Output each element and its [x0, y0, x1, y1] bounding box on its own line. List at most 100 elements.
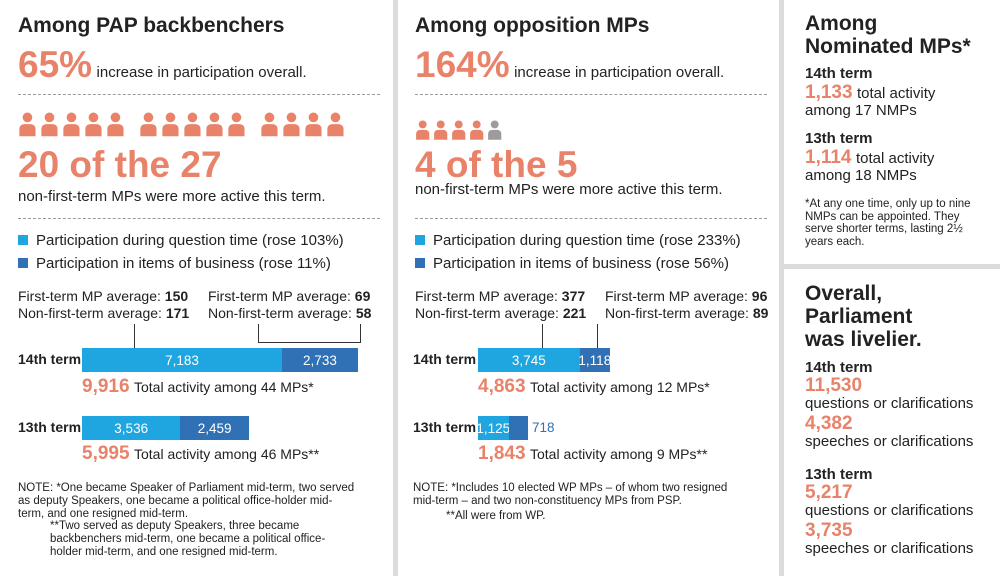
pap-avg-right-val2: 58: [355, 305, 372, 321]
divider-side: [784, 264, 1000, 269]
nmp-t13-num: 1,114: [805, 147, 852, 168]
overall-t13-s-text: speeches or clarifications: [805, 540, 974, 557]
pap-pct-text: increase in participation overall.: [96, 64, 307, 81]
overall-t13: 5,217 questions or clarifications 3,735 …: [805, 482, 974, 558]
pap-dash-1: [18, 94, 380, 95]
person-active-icon: [434, 120, 448, 140]
overall-t14-s-num: 4,382: [805, 413, 853, 434]
pap-13-question-time-bar: 3,536: [82, 416, 181, 440]
overall-t14-s-text: speeches or clarifications: [805, 433, 974, 450]
overall-t13-q-num: 5,217: [805, 482, 853, 503]
pap-of-text: 20 of the 27: [18, 144, 222, 185]
person-active-icon: [184, 112, 201, 137]
pap-total14: 9,916 Total activity among 44 MPs*: [82, 376, 314, 398]
person-active-icon: [416, 120, 430, 140]
pap-note1: NOTE: *One became Speaker of Parliament …: [18, 482, 355, 520]
qt-swatch: [18, 235, 28, 245]
pap-legend-qt: Participation during question time (rose…: [18, 232, 344, 249]
pap-total14-num: 9,916: [82, 376, 130, 397]
opp-avg-left-val2: 221: [562, 305, 587, 321]
nmp-t13-text1: total activity: [855, 150, 935, 167]
opp-avg-right-label2: Non-first-term average:: [605, 305, 749, 321]
person-active-icon: [283, 112, 300, 137]
nmp-title-line1: Among: [805, 12, 878, 35]
nmp-t14-num: 1,133: [805, 82, 853, 103]
person-inactive-icon: [488, 120, 502, 140]
opp-note1: NOTE: *Includes 10 elected WP MPs – of w…: [413, 482, 728, 507]
opp-avg-right: First-term MP average: 96 Non-first-term…: [605, 288, 768, 322]
pap-legend-qt-label: Participation during question time (rose…: [36, 232, 344, 249]
pap-avg-left-val1: 150: [164, 288, 189, 304]
opp-total13: 1,843 Total activity among 9 MPs**: [478, 443, 707, 465]
opp-dash-2: [415, 218, 767, 219]
opp-14-items-business-bar: 1,118: [578, 348, 611, 372]
opp-of-text: 4 of the 5: [415, 144, 578, 185]
opp-of-sub: non-first-term MPs were more active this…: [415, 181, 723, 198]
nmp-t14-label: 14th term: [805, 65, 873, 82]
opp-total14: 4,863 Total activity among 12 MPs*: [478, 376, 710, 398]
opp-pct: 164%: [415, 44, 510, 85]
pap-total14-text: Total activity among 44 MPs*: [134, 379, 314, 395]
pap-dash-2: [18, 218, 380, 219]
nmp-title-line2: Nominated MPs*: [805, 35, 971, 58]
pap-avg-left: First-term MP average: 150 Non-first-ter…: [18, 288, 189, 322]
opp-title: Among opposition MPs: [415, 14, 650, 37]
opp-avg-left-label2: Non-first-term average:: [415, 305, 559, 321]
person-active-icon: [470, 120, 484, 140]
person-active-icon: [327, 112, 344, 137]
pap-avg-left-label2: Non-first-term average:: [18, 305, 162, 321]
opp-legend-qt-label: Participation during question time (rose…: [433, 232, 741, 249]
overall-title-line1: Overall,: [805, 282, 883, 305]
pap-total13-text: Total activity among 46 MPs**: [134, 446, 320, 462]
divider-left: [393, 0, 398, 576]
pap-note2: **Two served as deputy Speakers, three b…: [50, 520, 326, 558]
pap-connector-right: [258, 324, 361, 343]
pap-pct-line: 65% increase in participation overall.: [18, 44, 307, 86]
pap-14-question-time-bar: 7,183: [82, 348, 282, 372]
opp-note2: **All were from WP.: [446, 510, 546, 522]
person-active-icon: [452, 120, 466, 140]
opp-avg-left-label1: First-term MP average:: [415, 288, 558, 304]
opp-total13-num: 1,843: [478, 443, 526, 464]
opp-legend-ib-label: Participation in items of business (rose…: [433, 255, 729, 272]
opp-14-question-time-bar: 3,745: [478, 348, 580, 372]
opp-pct-text: increase in participation overall.: [514, 64, 725, 81]
overall-title-line2: Parliament: [805, 305, 913, 328]
pap-total13-num: 5,995: [82, 443, 130, 464]
ib-swatch: [18, 258, 28, 268]
overall-title: Overall, Parliament was livelier.: [805, 282, 922, 351]
pap-avg-left-val2: 171: [165, 305, 190, 321]
pap-legend-ib: Participation in items of business (rose…: [18, 255, 331, 272]
person-active-icon: [63, 112, 80, 137]
nmp-t13-label: 13th term: [805, 130, 873, 147]
opp-13-items-business-bar: 718: [508, 416, 529, 440]
pap-avg-right-val1: 69: [354, 288, 371, 304]
nmp-title: Among Nominated MPs*: [805, 12, 971, 58]
person-active-icon: [261, 112, 278, 137]
qt-swatch: [415, 235, 425, 245]
opp-term13-label: 13th term: [413, 419, 477, 435]
overall-t13-s-num: 3,735: [805, 520, 853, 541]
opp-people: [416, 120, 502, 140]
opp-legend-qt: Participation during question time (rose…: [415, 232, 741, 249]
nmp-t14-text1: total activity: [857, 85, 936, 102]
pap-title: Among PAP backbenchers: [18, 14, 285, 37]
opp-pct-line: 164% increase in participation overall.: [415, 44, 724, 86]
nmp-t14: 1,133 total activity among 17 NMPs: [805, 82, 936, 119]
pap-pct: 65%: [18, 44, 93, 85]
overall-t13-label: 13th term: [805, 466, 873, 483]
person-active-icon: [305, 112, 322, 137]
pap-avg-left-label1: First-term MP average:: [18, 288, 161, 304]
pap-avg-right-label1: First-term MP average:: [208, 288, 351, 304]
person-active-icon: [228, 112, 245, 137]
overall-t14-label: 14th term: [805, 359, 873, 376]
opp-avg-right-val1: 96: [751, 288, 768, 304]
divider-right: [779, 0, 784, 576]
opp-total14-num: 4,863: [478, 376, 526, 397]
opp-total13-text: Total activity among 9 MPs**: [530, 446, 708, 462]
opp-dash-1: [415, 94, 767, 95]
opp-avg-left: First-term MP average: 377 Non-first-ter…: [415, 288, 586, 322]
overall-title-line3: was livelier.: [805, 328, 922, 351]
pap-avg-right-label2: Non-first-term average:: [208, 305, 352, 321]
opp-term14-label: 14th term: [413, 351, 477, 367]
